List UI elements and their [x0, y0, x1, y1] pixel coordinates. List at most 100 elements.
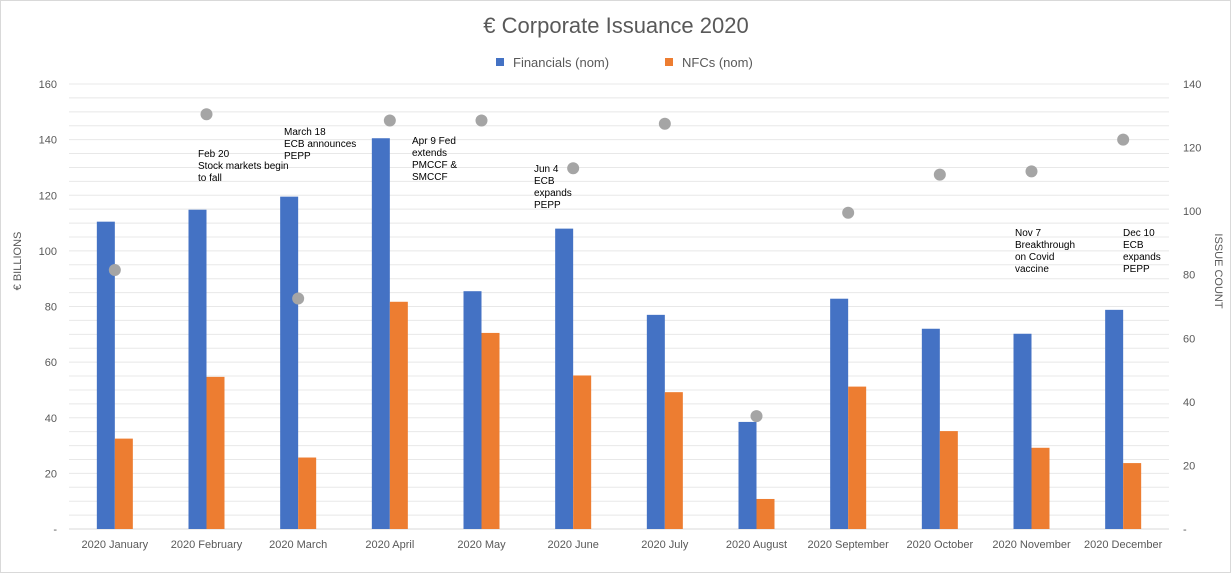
bars — [96, 138, 1142, 529]
y2-axis-title: ISSUE COUNT — [1212, 233, 1224, 308]
annotation-line: on Covid — [1015, 252, 1054, 263]
y2-tick-label: 120 — [1183, 143, 1201, 155]
legend-label-financials: Financials (nom) — [513, 55, 609, 70]
bar-nfcs — [848, 386, 867, 529]
bar-financials — [371, 138, 390, 529]
annotation-line: Nov 7 — [1015, 228, 1042, 239]
bar-financials — [96, 221, 115, 529]
bar-financials — [1105, 309, 1124, 529]
bar-nfcs — [756, 498, 775, 529]
issue-count-points — [108, 108, 1130, 423]
issue-count-point — [750, 410, 763, 423]
annotation: Feb 20 Stock markets begin to fall — [198, 149, 289, 184]
y-axis-ticks: - 20 40 60 80 100 120 140 160 — [39, 79, 58, 536]
bar-financials — [188, 209, 207, 529]
annotation-line: ECB — [534, 176, 555, 187]
y-axis-title: € BILLIONS — [12, 232, 24, 291]
issue-count-point — [475, 114, 488, 127]
annotation-line: Breakthrough — [1015, 240, 1075, 251]
bar-financials — [280, 196, 299, 529]
annotation-line: PMCCF & — [412, 160, 457, 171]
y2-tick-label: 20 — [1183, 460, 1195, 472]
y-tick-label: - — [53, 524, 57, 536]
bar-financials — [830, 298, 849, 529]
bar-financials — [738, 421, 757, 529]
legend-swatch-nfcs — [665, 58, 673, 66]
issue-count-point — [292, 292, 305, 305]
annotation: Apr 9 Fed extends PMCCF & SMCCF — [412, 136, 457, 183]
bar-nfcs — [939, 431, 958, 529]
issue-count-point — [933, 168, 946, 181]
annotation-line: expands — [1123, 252, 1161, 263]
issue-count-point — [567, 162, 580, 175]
x-tick-label: 2020 January — [81, 539, 148, 551]
bar-financials — [555, 228, 574, 529]
y-tick-label: 140 — [39, 135, 57, 147]
bar-nfcs — [1123, 463, 1142, 529]
annotation-line: ECB announces — [284, 139, 356, 150]
annotation-line: Feb 20 — [198, 149, 230, 160]
legend-swatch-financials — [496, 58, 504, 66]
issue-count-point — [1025, 165, 1038, 178]
x-tick-label: 2020 February — [171, 539, 243, 551]
issue-count-point — [383, 114, 396, 127]
legend: Financials (nom) NFCs (nom) — [496, 55, 753, 70]
x-tick-label: 2020 September — [807, 539, 889, 551]
x-tick-label: 2020 December — [1084, 539, 1163, 551]
x-tick-label: 2020 November — [992, 539, 1071, 551]
issue-count-point — [1117, 133, 1130, 146]
y-tick-label: 100 — [39, 246, 57, 258]
x-tick-label: 2020 August — [726, 539, 787, 551]
x-axis-ticks: 2020 January 2020 February 2020 March 2020 … — [81, 539, 1162, 551]
annotation: Jun 4 ECB expands PEPP — [534, 164, 572, 211]
x-tick-label: 2020 March — [269, 539, 327, 551]
bar-nfcs — [573, 375, 592, 529]
bar-nfcs — [389, 301, 408, 529]
annotation: March 18 ECB announces PEPP — [284, 127, 356, 162]
annotation-line: March 18 — [284, 127, 326, 138]
y-tick-label: 160 — [39, 79, 57, 91]
chart-title: € Corporate Issuance 2020 — [483, 13, 748, 38]
legend-label-nfcs: NFCs (nom) — [682, 55, 753, 70]
bar-nfcs — [206, 376, 225, 529]
bar-financials — [463, 291, 482, 529]
y-tick-label: 120 — [39, 190, 57, 202]
y2-tick-label: 140 — [1183, 79, 1201, 91]
bar-nfcs — [481, 332, 500, 529]
x-tick-label: 2020 May — [457, 539, 506, 551]
y2-tick-label: - — [1183, 524, 1187, 536]
gridlines — [69, 83, 1169, 530]
bar-financials — [921, 328, 940, 529]
issue-count-point — [200, 108, 213, 121]
bar-nfcs — [664, 392, 683, 529]
annotation: Dec 10 ECB expands PEPP — [1123, 228, 1161, 275]
issue-count-point — [658, 117, 671, 130]
annotation-line: extends — [412, 148, 447, 159]
annotation-line: Dec 10 — [1123, 228, 1155, 239]
annotation-line: Apr 9 Fed — [412, 136, 456, 147]
annotation-line: Stock markets begin — [198, 161, 289, 172]
x-tick-label: 2020 June — [547, 539, 598, 551]
y-tick-label: 20 — [45, 468, 57, 480]
issue-count-point — [842, 206, 855, 219]
annotation-line: PEPP — [534, 200, 561, 211]
bar-financials — [646, 314, 665, 529]
annotation-line: to fall — [198, 173, 222, 184]
annotation-line: ECB — [1123, 240, 1144, 251]
bar-nfcs — [114, 438, 133, 529]
annotation-line: vaccine — [1015, 264, 1049, 275]
y2-tick-label: 80 — [1183, 270, 1195, 282]
bar-nfcs — [298, 457, 317, 529]
annotation-line: PEPP — [1123, 264, 1150, 275]
y2-tick-label: 40 — [1183, 397, 1195, 409]
y2-tick-label: 100 — [1183, 206, 1201, 218]
annotation-line: Jun 4 — [534, 164, 559, 175]
y2-axis-ticks: - 20 40 60 80 100 120 140 — [1183, 79, 1201, 536]
y-tick-label: 80 — [45, 302, 57, 314]
x-tick-label: 2020 July — [641, 539, 689, 551]
bar-financials — [1013, 333, 1032, 529]
annotation-line: expands — [534, 188, 572, 199]
